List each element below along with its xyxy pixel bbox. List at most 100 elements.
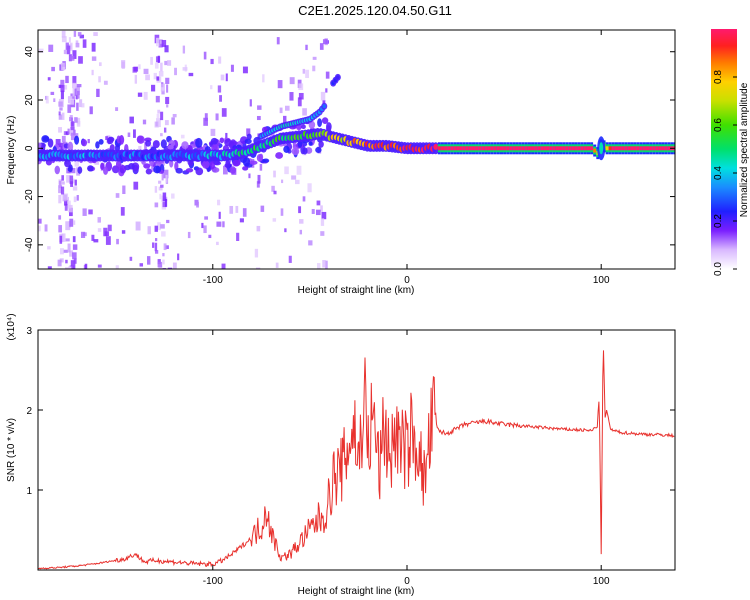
- branch-core: [336, 75, 340, 80]
- noise-cell: [61, 135, 66, 143]
- noise-cell: [72, 178, 75, 184]
- noise-cell: [230, 64, 234, 72]
- ridge-core: [614, 146, 618, 151]
- noise-cell: [72, 82, 77, 89]
- noise-cell: [315, 209, 321, 216]
- ridge-core: [518, 146, 522, 151]
- halo-cell: [301, 124, 306, 130]
- halo-cell: [87, 165, 94, 172]
- noise-cell: [277, 80, 283, 89]
- noise-cell: [96, 88, 100, 98]
- noise-cell: [67, 200, 71, 209]
- halo-cell: [315, 146, 322, 154]
- noise-cell: [53, 98, 56, 102]
- colorbar-tick-label: 0.2: [713, 214, 724, 228]
- noise-cell: [171, 117, 175, 125]
- noise-cell: [221, 263, 226, 269]
- ridge-core: [503, 146, 507, 151]
- noise-cell: [187, 231, 191, 239]
- noise-cell: [272, 218, 277, 222]
- noise-cell: [66, 45, 71, 55]
- ridge-core: [453, 146, 457, 151]
- noise-cell: [72, 50, 77, 59]
- noise-cell: [164, 45, 169, 53]
- noise-cell: [38, 225, 41, 232]
- colorbar-tick-label: 0.0: [713, 262, 724, 276]
- halo-cell: [103, 166, 109, 175]
- noise-cell: [73, 196, 77, 203]
- noise-cell: [72, 88, 75, 97]
- noise-cell: [161, 39, 167, 47]
- noise-cell: [154, 250, 159, 254]
- noise-cell: [45, 95, 49, 104]
- noise-cell: [76, 90, 80, 99]
- noise-cell: [154, 202, 159, 208]
- ridge-core: [484, 146, 488, 151]
- ridge-core: [664, 146, 668, 151]
- noise-cell: [59, 258, 64, 263]
- noise-cell: [160, 184, 164, 188]
- noise-cell: [94, 158, 100, 165]
- noise-cell: [217, 199, 221, 206]
- ridge-core: [571, 146, 575, 151]
- noise-cell: [182, 45, 186, 54]
- halo-cell: [115, 159, 122, 169]
- noise-cell: [133, 129, 136, 138]
- noise-cell: [276, 37, 280, 45]
- noise-cell: [93, 239, 99, 243]
- noise-cell: [51, 66, 55, 72]
- noise-cell: [256, 115, 261, 121]
- noise-cell: [157, 259, 161, 265]
- ridge-core: [633, 146, 637, 151]
- noise-cell: [248, 173, 251, 179]
- spectrogram-panel: -100 0 100 -40 -20 0 20 40 Height of straight l…: [6, 29, 676, 296]
- noise-cell: [143, 68, 149, 75]
- noise-cell: [63, 199, 68, 206]
- noise-cell: [138, 64, 141, 70]
- noise-cell: [167, 267, 173, 269]
- noise-cell: [79, 99, 83, 108]
- noise-cell: [235, 205, 239, 213]
- noise-cell: [58, 127, 62, 133]
- noise-cell: [216, 241, 219, 246]
- noise-cell: [210, 128, 216, 136]
- noise-cell: [107, 224, 112, 232]
- noise-cell: [105, 236, 111, 245]
- noise-cell: [82, 39, 87, 48]
- colorbar-tick-label: 0.6: [713, 118, 724, 132]
- noise-cell: [182, 67, 188, 71]
- noise-cell: [239, 218, 244, 223]
- noise-cell: [58, 84, 61, 89]
- noise-cell: [68, 204, 73, 213]
- halo-cell: [249, 160, 258, 165]
- noise-cell: [60, 142, 65, 151]
- halo-cell: [54, 165, 61, 175]
- noise-cell: [47, 246, 51, 250]
- noise-cell: [61, 175, 64, 181]
- y-tick-label: -20: [24, 189, 35, 204]
- noise-cell: [215, 113, 219, 121]
- spectrogram-marks: [38, 30, 675, 269]
- halo-cell: [185, 168, 194, 173]
- ridge-core: [636, 146, 640, 151]
- noise-cell: [129, 116, 134, 124]
- noise-cell: [58, 111, 61, 116]
- noise-cell: [325, 88, 328, 93]
- ridge-core: [543, 146, 547, 151]
- x-tick-label: 100: [593, 576, 610, 587]
- noise-cell: [210, 58, 214, 65]
- noise-cell: [60, 84, 65, 93]
- noise-cell: [279, 107, 283, 114]
- noise-cell: [196, 201, 199, 208]
- halo-cell: [201, 160, 210, 169]
- ridge-core: [586, 146, 590, 151]
- noise-cell: [208, 234, 212, 239]
- noise-cell: [122, 185, 126, 195]
- ridge-core: [456, 146, 460, 151]
- ridge-core: [493, 146, 497, 151]
- noise-cell: [163, 243, 167, 251]
- ridge-core: [478, 146, 482, 151]
- noise-cell: [157, 55, 160, 63]
- noise-cell: [67, 104, 72, 113]
- noise-cell: [150, 56, 153, 65]
